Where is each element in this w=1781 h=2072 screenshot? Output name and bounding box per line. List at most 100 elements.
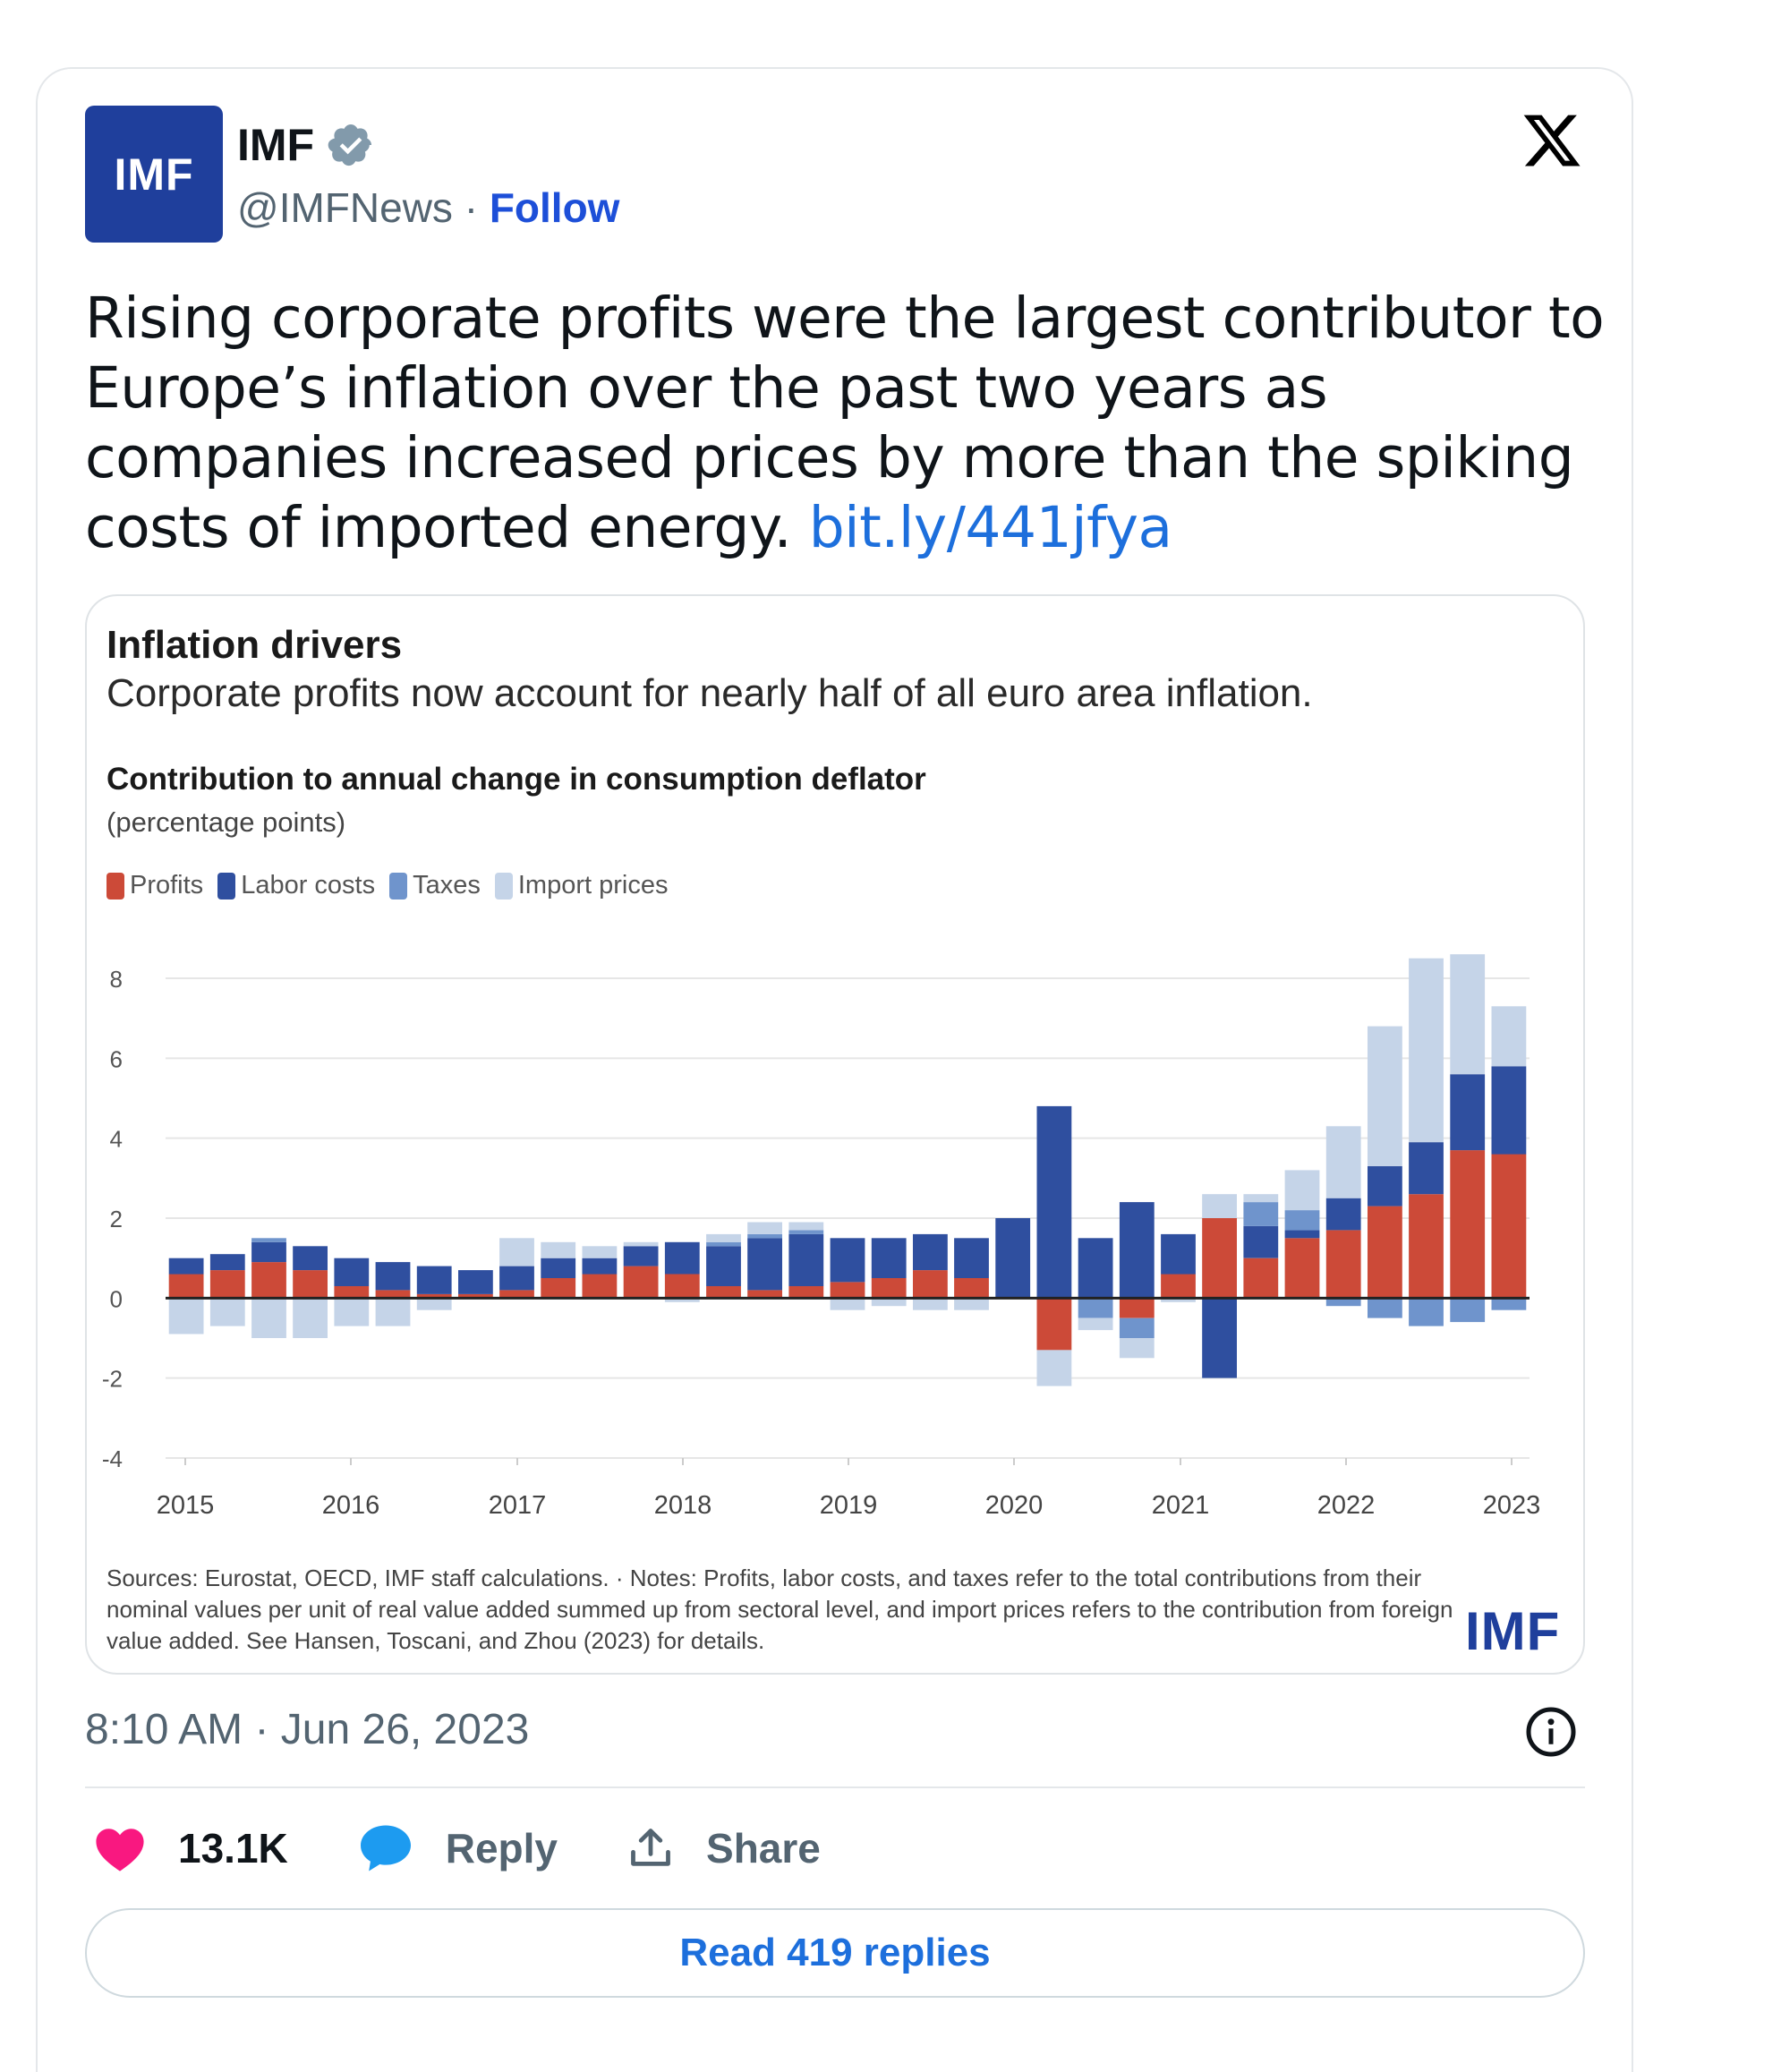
bar-segment — [954, 1298, 989, 1310]
bar-segment — [1243, 1202, 1279, 1226]
tweet-body: Rising corporate profits were the larges… — [85, 286, 1605, 560]
legend-label: Import prices — [517, 871, 669, 900]
y-tick-label: 2 — [110, 1206, 123, 1232]
bar-segment — [458, 1293, 493, 1299]
reply-button[interactable]: Reply — [358, 1823, 558, 1873]
x-logo-icon[interactable] — [1519, 109, 1585, 172]
x-tick-label: 2023 — [1483, 1491, 1541, 1520]
account-name[interactable]: IMF — [237, 120, 315, 170]
bar-segment — [1284, 1230, 1320, 1239]
legend-item: Labor costs — [217, 871, 375, 900]
bar-segment — [706, 1233, 741, 1242]
bar-segment — [706, 1246, 741, 1286]
bar-segment — [541, 1241, 576, 1258]
bar-segment — [1202, 1218, 1237, 1299]
bar-segment — [788, 1233, 824, 1286]
bar-segment — [541, 1258, 576, 1278]
avatar[interactable]: IMF — [85, 106, 223, 243]
reply-label: Reply — [445, 1825, 558, 1872]
bar-segment — [830, 1238, 865, 1283]
y-tick-label: ‑2 — [102, 1366, 123, 1393]
bar-segment — [1491, 1154, 1527, 1299]
bar-segment — [168, 1274, 204, 1299]
chart-card-title: Inflation drivers — [107, 623, 403, 667]
tweet-text: Rising corporate profits were the larges… — [85, 284, 1624, 563]
account-name-row: IMF — [237, 118, 375, 172]
bar-segment — [1119, 1202, 1155, 1299]
bar-segment — [251, 1262, 286, 1299]
x-tick-label: 2015 — [157, 1491, 215, 1520]
bar-segment — [1325, 1230, 1361, 1299]
bar-segment — [1325, 1298, 1361, 1307]
read-replies-button[interactable]: Read 419 replies — [85, 1908, 1585, 1998]
bar-segment — [1368, 1026, 1402, 1166]
bar-segment — [1161, 1274, 1196, 1299]
legend-label: Labor costs — [241, 871, 376, 900]
bar-segment — [1325, 1126, 1361, 1198]
chart-card-subtitle: Corporate profits now account for nearly… — [107, 671, 1313, 715]
y-tick-label: 0 — [110, 1285, 123, 1312]
bar-segment — [1284, 1210, 1320, 1231]
info-icon[interactable] — [1524, 1705, 1578, 1759]
bar-segment — [1368, 1206, 1402, 1299]
bar-segment — [1409, 958, 1444, 1143]
y-tick-label: 6 — [110, 1045, 123, 1072]
bar-segment — [1491, 1006, 1527, 1067]
bar-segment — [664, 1241, 700, 1275]
bar-segment — [1284, 1170, 1320, 1211]
bar-segment — [1078, 1317, 1113, 1331]
bar-segment — [1078, 1238, 1113, 1299]
account-handle[interactable]: @IMFNews — [237, 184, 453, 231]
bar-segment — [1284, 1238, 1320, 1299]
bar-segment — [913, 1233, 948, 1271]
like-button[interactable]: 13.1K — [94, 1824, 288, 1872]
bar-segment — [375, 1298, 411, 1326]
legend-item: Profits — [107, 871, 203, 900]
bar-segment — [1450, 1298, 1486, 1323]
x-tick-label: 2017 — [489, 1491, 547, 1520]
legend-item: Import prices — [494, 871, 669, 900]
chart-image[interactable]: Inflation drivers Corporate profits now … — [85, 594, 1585, 1675]
bar-segment — [293, 1246, 328, 1271]
bar-segment — [623, 1241, 659, 1247]
reply-bubble-icon — [360, 1825, 411, 1872]
bar-segment — [747, 1238, 782, 1291]
bar-segment — [830, 1298, 865, 1310]
imf-logo: IMF — [1465, 1601, 1561, 1661]
bar-segment — [1243, 1225, 1279, 1258]
bar-segment — [995, 1218, 1031, 1299]
bar-segment — [871, 1278, 907, 1299]
bar-segment — [582, 1258, 618, 1275]
like-count: 13.1K — [178, 1825, 288, 1872]
share-button[interactable]: Share — [627, 1824, 821, 1872]
legend-label: Taxes — [413, 871, 481, 900]
bar-segment — [499, 1290, 534, 1299]
bar-segment — [1202, 1298, 1237, 1378]
bar-segment — [1036, 1350, 1072, 1386]
bar-segment — [954, 1278, 989, 1299]
x-tick-label: 2020 — [985, 1491, 1044, 1520]
bar-segment — [416, 1266, 452, 1294]
x-tick-label: 2018 — [654, 1491, 712, 1520]
bar-segment — [1368, 1165, 1402, 1207]
x-tick-label: 2022 — [1317, 1491, 1376, 1520]
tweet-link[interactable]: bit.ly/441jfya — [808, 495, 1172, 560]
legend-label: Profits — [130, 871, 204, 900]
bar-segment — [747, 1290, 782, 1299]
bar-segment — [1368, 1298, 1402, 1318]
bar-segment — [375, 1290, 411, 1299]
bar-segment — [334, 1285, 370, 1299]
bar-segment — [1161, 1233, 1196, 1275]
bar-segment — [1409, 1142, 1444, 1195]
chart-notes: Sources: Eurostat, OECD, IMF staff calcu… — [107, 1565, 1453, 1654]
bar-segment — [871, 1238, 907, 1278]
bar-segment — [1243, 1194, 1279, 1203]
bar-segment — [209, 1254, 245, 1271]
legend-swatch — [389, 872, 408, 900]
bar-segment — [664, 1274, 700, 1299]
bar-segment — [1036, 1105, 1072, 1299]
bar-segment — [747, 1222, 782, 1234]
follow-button[interactable]: Follow — [489, 184, 620, 231]
bar-segment — [913, 1298, 948, 1310]
tweet-timestamp[interactable]: 8:10 AM · Jun 26, 2023 — [85, 1706, 530, 1753]
